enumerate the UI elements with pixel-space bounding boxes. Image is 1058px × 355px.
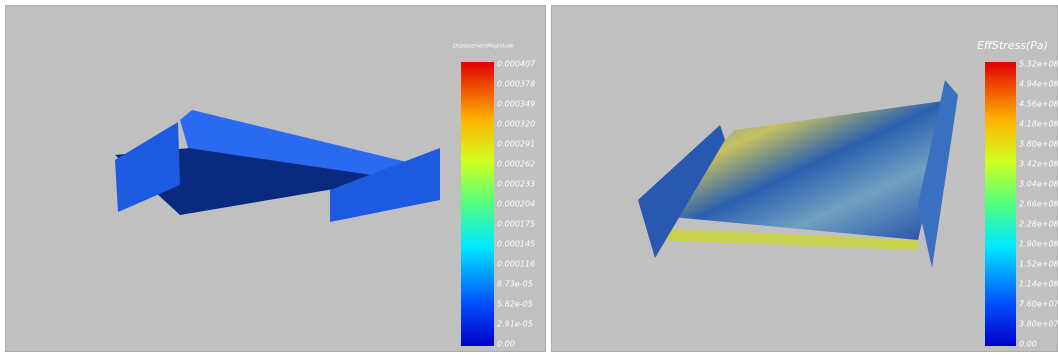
left-panel: DisplacementMagnitude 0.000407 0.000378 0.0…: [5, 5, 546, 352]
legend-label: 8.73e-05: [497, 280, 533, 289]
legend-title: DisplacementMagnitude: [453, 44, 514, 50]
legend-label: 0.000204: [497, 200, 535, 209]
legend-label: 2.66e+08: [1019, 200, 1058, 209]
colorbar: [985, 62, 1016, 346]
legend-label: 5.82e-05: [497, 300, 533, 309]
legend-label: 0.000378: [497, 80, 535, 89]
legend-label: 3.42e+08: [1019, 160, 1058, 169]
legend-label: 0.000145: [497, 240, 535, 249]
legend-label: 1.52e+08: [1019, 260, 1058, 269]
legend-label: 0.000291: [497, 140, 535, 149]
right-panel: EffStress(Pa) 5.32e+08 4.94e+08 4.56e+08 4.1…: [551, 5, 1058, 352]
legend-label: 3.80e+07: [1019, 320, 1058, 329]
legend-label: 0.000116: [497, 260, 535, 269]
legend-label: 2.28e+08: [1019, 220, 1058, 229]
legend-label: 0.000349: [497, 100, 535, 109]
legend-label: 5.32e+08: [1019, 60, 1058, 69]
legend-label: 2.91e-05: [497, 320, 533, 329]
legend-label: 3.80e+08: [1019, 140, 1058, 149]
legend-label: 4.56e+08: [1019, 100, 1058, 109]
legend-label: 0.00: [497, 340, 515, 349]
legend-label: 0.000262: [497, 160, 535, 169]
legend-label: 0.000407: [497, 60, 536, 69]
page: DisplacementMagnitude 0.000407 0.000378 0.0…: [0, 0, 1058, 355]
colorbar: [461, 62, 494, 346]
legend-label: 1.90e+08: [1019, 240, 1058, 249]
legend-label: 0.00: [1019, 340, 1037, 349]
legend-label: 3.04e+08: [1019, 180, 1058, 189]
legend-label: 0.000233: [497, 180, 535, 189]
legend-title: EffStress(Pa): [977, 39, 1048, 52]
legend-label: 7.60e+07: [1019, 300, 1058, 309]
legend-label: 0.000320: [497, 120, 535, 129]
screenshot: DisplacementMagnitude 0.000407 0.000378 0.0…: [0, 0, 1058, 355]
legend-label: 0.000175: [497, 220, 535, 229]
legend-label: 4.18e+08: [1019, 120, 1058, 129]
legend-label: 1.14e+08: [1019, 280, 1058, 289]
legend-label: 4.94e+08: [1019, 80, 1058, 89]
